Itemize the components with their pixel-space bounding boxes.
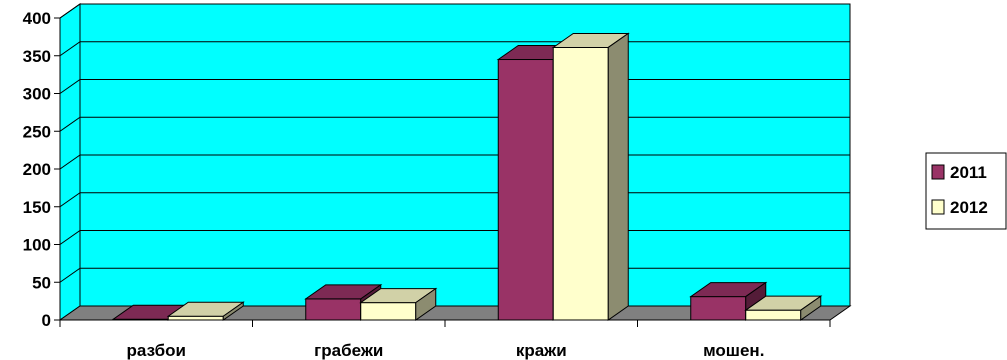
x-category-label: разбои <box>127 341 186 360</box>
y-tick-labels: 0 50 100 150 200 250 300 350 400 <box>23 9 51 330</box>
bar-side-face <box>800 295 822 321</box>
bars <box>111 32 823 321</box>
y-tick-label: 200 <box>23 160 51 179</box>
bar <box>359 287 438 321</box>
x-category-label: кражи <box>516 341 567 360</box>
y-tick-label: 100 <box>23 236 51 255</box>
legend: 2011 2012 <box>925 152 1007 230</box>
x-category-label: грабежи <box>314 341 383 360</box>
y-tick-label: 300 <box>23 85 51 104</box>
y-tick-label: 350 <box>23 47 51 66</box>
bar-side-face <box>415 287 437 321</box>
y-tick-label: 400 <box>23 9 51 28</box>
y-tick-label: 250 <box>23 122 51 141</box>
gridline <box>59 3 850 19</box>
y-tick-label: 50 <box>32 273 51 292</box>
legend-label: 2012 <box>950 198 988 217</box>
bar-front-face <box>552 46 609 321</box>
y-tick-label: 150 <box>23 198 51 217</box>
bar <box>166 301 245 321</box>
bar-front-face <box>745 309 802 321</box>
bar-front-face <box>167 315 224 321</box>
x-category-labels: разбои грабежи кражи мошен. <box>127 341 765 360</box>
bar <box>551 32 630 321</box>
y-tick-label: 0 <box>42 311 51 330</box>
bar <box>744 295 823 321</box>
bar-front-face <box>497 59 554 321</box>
bar-front-face <box>360 302 417 321</box>
bar-side-face <box>607 32 629 321</box>
legend-label: 2011 <box>950 163 987 182</box>
legend-swatch <box>931 199 945 215</box>
x-category-label: мошен. <box>703 341 764 360</box>
plot-wall <box>59 3 851 321</box>
bar-front-face <box>305 298 362 321</box>
bar-side-face <box>222 301 244 321</box>
legend-swatch <box>931 164 945 180</box>
bar-front-face <box>690 296 747 321</box>
